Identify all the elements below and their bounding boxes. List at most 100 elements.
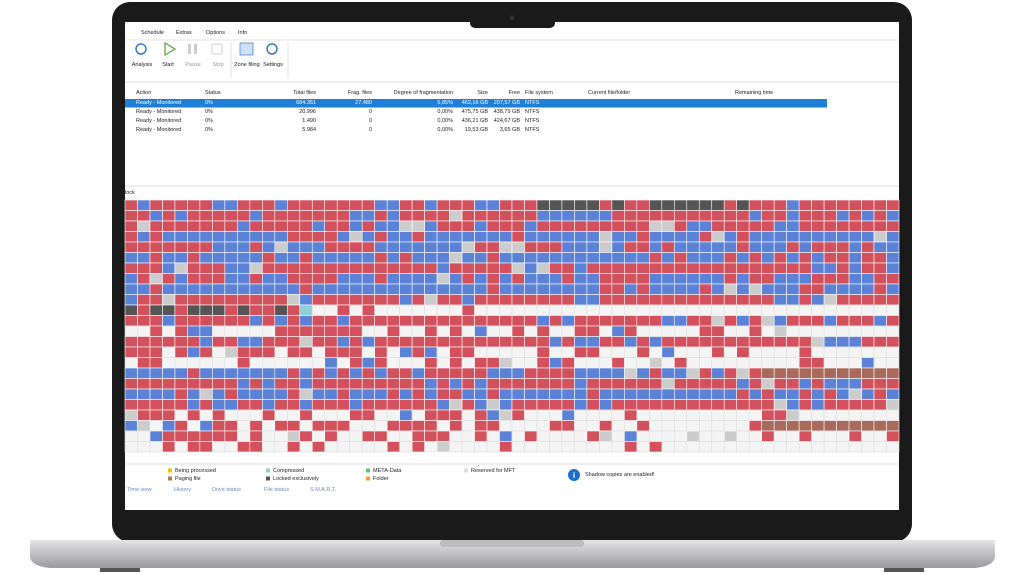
block xyxy=(773,420,787,432)
block xyxy=(649,336,663,348)
block xyxy=(299,252,313,264)
menu-item[interactable]: Info xyxy=(238,29,248,36)
block xyxy=(237,262,251,274)
info-icon xyxy=(568,469,580,481)
block xyxy=(686,273,700,285)
block xyxy=(262,262,276,274)
column-header[interactable]: Remaining time xyxy=(735,89,774,96)
block xyxy=(461,315,475,327)
block xyxy=(524,283,538,295)
menu-item[interactable]: Options xyxy=(206,29,225,36)
block xyxy=(811,388,825,400)
block xyxy=(661,441,675,453)
block xyxy=(786,241,800,253)
block xyxy=(873,252,887,264)
block xyxy=(311,336,326,348)
block xyxy=(798,210,812,222)
block xyxy=(499,420,513,432)
block xyxy=(811,199,825,211)
column-header[interactable]: Size xyxy=(477,89,488,96)
toolbar-button[interactable]: Stop xyxy=(212,61,224,68)
block xyxy=(349,220,363,232)
block xyxy=(686,294,700,306)
block xyxy=(187,357,201,369)
toolbar-button[interactable]: Settings xyxy=(263,61,283,68)
block xyxy=(761,430,775,442)
block xyxy=(349,315,363,327)
block xyxy=(449,336,463,348)
block xyxy=(524,304,538,316)
block xyxy=(848,367,862,379)
block xyxy=(723,378,738,390)
table-cell: 0% xyxy=(205,109,213,115)
block xyxy=(262,388,276,400)
block xyxy=(237,231,251,243)
table-cell: 424,67 GB xyxy=(493,118,520,124)
block xyxy=(836,220,850,232)
block xyxy=(424,220,438,232)
tab[interactable]: Time view xyxy=(127,486,152,493)
block xyxy=(149,325,163,337)
toolbar-button[interactable]: Start xyxy=(162,61,174,68)
column-header[interactable]: Current file/folder xyxy=(588,89,631,96)
column-header[interactable]: Total files xyxy=(293,89,316,96)
block xyxy=(386,367,400,379)
toolbar-button[interactable]: Zone filing xyxy=(234,61,260,68)
block xyxy=(611,378,625,390)
menu-item[interactable]: Schedule xyxy=(141,29,164,36)
block xyxy=(424,252,438,264)
block xyxy=(649,325,663,337)
block xyxy=(698,220,713,232)
block xyxy=(411,441,425,453)
column-header[interactable]: Status xyxy=(205,89,221,96)
block xyxy=(723,262,738,274)
block xyxy=(823,315,837,327)
block xyxy=(299,346,313,358)
block xyxy=(399,252,413,264)
column-header[interactable]: Free xyxy=(508,89,520,96)
legend-label: Paging file xyxy=(175,475,201,482)
legend-label: Reserved for MFT xyxy=(471,467,516,474)
block xyxy=(149,346,163,358)
block xyxy=(511,420,525,432)
tab[interactable]: Drive status xyxy=(212,486,242,493)
toolbar-button[interactable]: Analysis xyxy=(131,61,153,68)
block xyxy=(224,231,238,243)
block xyxy=(286,378,301,390)
block xyxy=(536,315,550,327)
toolbar-button[interactable]: Pause xyxy=(185,61,201,68)
tab[interactable]: History xyxy=(174,486,192,493)
block xyxy=(886,367,900,379)
block xyxy=(661,378,675,390)
block xyxy=(249,231,263,243)
column-header[interactable]: File system xyxy=(525,89,553,96)
column-header[interactable]: Action xyxy=(136,89,152,96)
block xyxy=(611,231,625,243)
block xyxy=(636,378,650,390)
block xyxy=(698,409,713,421)
table-cell: NTFS xyxy=(525,109,540,115)
block xyxy=(698,378,713,390)
block xyxy=(174,367,188,379)
table-cell: Ready - Monitored xyxy=(136,118,182,124)
block xyxy=(124,231,138,243)
block xyxy=(286,399,301,411)
block xyxy=(873,346,887,358)
block xyxy=(711,283,725,295)
tab[interactable]: File status xyxy=(264,486,290,493)
block xyxy=(761,210,775,222)
menu-item[interactable]: Extras xyxy=(176,29,192,36)
block xyxy=(399,357,413,369)
block xyxy=(461,199,475,211)
block xyxy=(436,252,450,264)
block xyxy=(748,346,762,358)
column-header[interactable]: Degree of fragmentation xyxy=(393,89,453,96)
block xyxy=(149,294,163,306)
column-header[interactable]: Frag. files xyxy=(347,89,372,96)
block xyxy=(386,430,400,442)
block xyxy=(636,262,650,274)
block xyxy=(536,283,550,295)
block xyxy=(262,420,276,432)
tab[interactable]: S.M.A.R.T. xyxy=(310,486,337,493)
block xyxy=(311,210,326,222)
